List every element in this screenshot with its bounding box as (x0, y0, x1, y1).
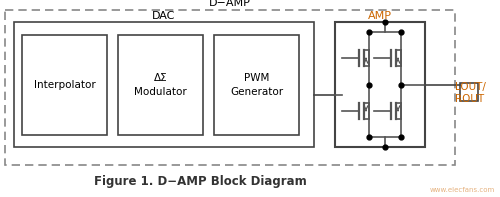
Bar (335, 22, 425, 147)
Bar (14, 22, 314, 147)
Text: AMP: AMP (368, 11, 392, 21)
Text: D−AMP: D−AMP (209, 0, 251, 8)
Text: Figure 1. D−AMP Block Diagram: Figure 1. D−AMP Block Diagram (94, 176, 306, 189)
Bar (22, 35, 107, 135)
Text: www.elecfans.com: www.elecfans.com (430, 187, 495, 193)
Text: DAC: DAC (152, 11, 176, 21)
Text: PWM
Generator: PWM Generator (230, 73, 283, 97)
Bar (118, 35, 203, 135)
Bar (214, 35, 299, 135)
Bar (5, 10, 455, 165)
Text: Interpolator: Interpolator (34, 80, 96, 90)
Bar (460, 83, 478, 101)
Text: ΔΣ
Modulator: ΔΣ Modulator (134, 73, 187, 97)
Text: LOUT/
ROUT: LOUT/ ROUT (455, 82, 486, 104)
